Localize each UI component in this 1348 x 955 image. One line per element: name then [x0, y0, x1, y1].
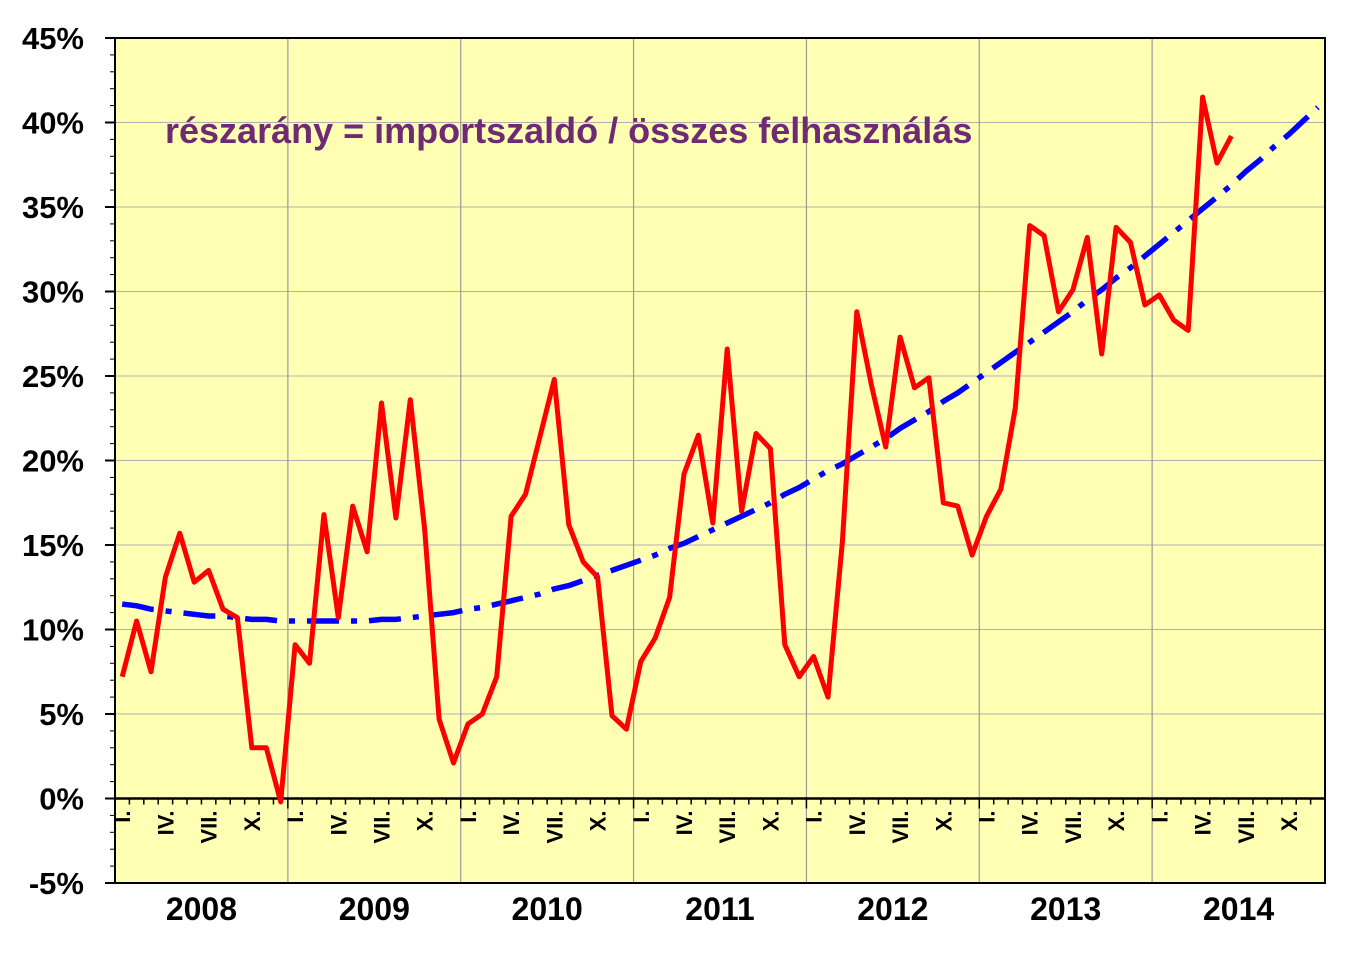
month-label: IV. — [1191, 811, 1216, 836]
year-label: 2014 — [1203, 891, 1274, 927]
year-label: 2008 — [166, 891, 237, 927]
month-label: I. — [629, 811, 654, 823]
year-label: 2009 — [339, 891, 410, 927]
y-tick-label: 0% — [39, 782, 84, 817]
month-label: IV. — [672, 811, 697, 836]
y-tick-label: 30% — [22, 275, 84, 310]
plot-border — [114, 37, 1326, 884]
month-label: I. — [283, 811, 308, 823]
month-label: X. — [586, 811, 611, 832]
month-label: IV. — [1018, 811, 1043, 836]
y-tick-label: 35% — [22, 190, 84, 225]
y-tick-label: -5% — [29, 866, 84, 901]
series-lines — [119, 94, 1320, 805]
month-label: I. — [1147, 811, 1172, 823]
year-label: 2010 — [512, 891, 583, 927]
y-tick-label: 40% — [22, 106, 84, 141]
year-label: 2012 — [857, 891, 928, 927]
month-label: VII. — [197, 811, 222, 844]
month-label: IV. — [499, 811, 524, 836]
month-label: VII. — [715, 811, 740, 844]
month-label: I. — [974, 811, 999, 823]
y-tick-label: 10% — [22, 613, 84, 648]
y-tick-label: 5% — [39, 697, 84, 732]
month-label: IV. — [153, 811, 178, 836]
year-label: 2013 — [1030, 891, 1101, 927]
labels: -5% 0% 5% 10% 15% 20% 25% 30% 35% 40% 45% 2008 2009 2… — [22, 21, 1302, 927]
month-label: IV. — [326, 811, 351, 836]
month-label: VII. — [1234, 811, 1259, 844]
month-label: I. — [110, 811, 135, 823]
month-label: X. — [1104, 811, 1129, 832]
month-label: VII. — [542, 811, 567, 844]
month-label: I. — [456, 811, 481, 823]
year-label: 2011 — [685, 891, 754, 927]
month-label: X. — [931, 811, 956, 832]
y-tick-label: 25% — [22, 359, 84, 394]
series-line — [121, 105, 1320, 624]
month-label: X. — [1277, 811, 1302, 832]
month-label: X. — [758, 811, 783, 832]
month-label: IV. — [845, 811, 870, 836]
month-label: I. — [802, 811, 827, 823]
month-label: X. — [240, 811, 265, 832]
month-label: VII. — [1061, 811, 1086, 844]
month-label: X. — [413, 811, 438, 832]
annotation: részarány = importszaldó / összes felhas… — [165, 110, 972, 151]
month-label: VII. — [369, 811, 394, 844]
y-tick-label: 20% — [22, 444, 84, 479]
y-tick-label: 15% — [22, 528, 84, 563]
y-tick-label: 45% — [22, 21, 84, 56]
month-label: VII. — [888, 811, 913, 844]
series-line — [119, 94, 1234, 805]
